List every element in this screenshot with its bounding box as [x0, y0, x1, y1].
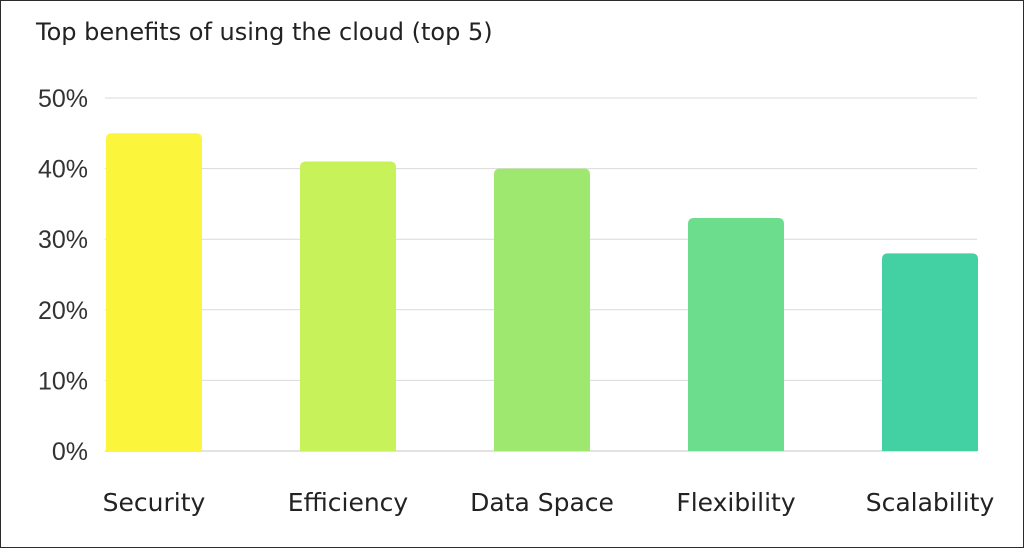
bar-flexibility: [688, 218, 784, 451]
bar-data-space: [494, 168, 590, 451]
y-tick-label: 10%: [38, 367, 88, 395]
y-tick-label: 0%: [52, 438, 88, 466]
y-tick-label: 30%: [38, 226, 88, 254]
x-category-label: Flexibility: [676, 488, 796, 517]
bar-scalability: [882, 253, 978, 451]
x-category-label: Efficiency: [288, 488, 409, 517]
bar-efficiency: [300, 161, 396, 452]
y-tick-label: 40%: [38, 156, 88, 184]
y-tick-label: 50%: [38, 85, 88, 113]
y-tick-label: 20%: [38, 297, 88, 325]
x-category-label: Security: [103, 488, 206, 517]
bars: [106, 133, 978, 452]
y-axis-ticks: 0% 10% 20% 30% 40% 50%: [38, 85, 88, 466]
chart-title: Top benefits of using the cloud (top 5): [36, 18, 493, 46]
x-category-label: Data Space: [470, 488, 614, 517]
bar-security: [106, 133, 202, 452]
x-category-label: Scalability: [866, 488, 995, 517]
x-axis-labels: Security Efficiency Data Space Flexibility S…: [103, 488, 995, 517]
